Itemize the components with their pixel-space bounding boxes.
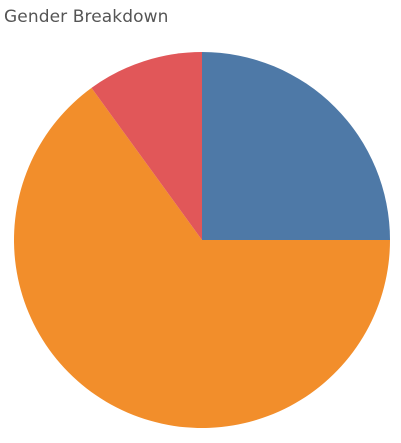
- pie-slices: [14, 52, 390, 428]
- pie-slice-1: [202, 52, 390, 240]
